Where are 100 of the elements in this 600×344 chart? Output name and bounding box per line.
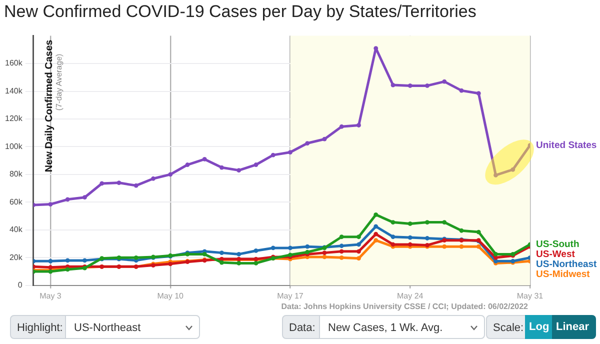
x-tick-label: May 31 xyxy=(516,291,544,300)
series-label: US-Northeast xyxy=(536,259,598,270)
point xyxy=(48,258,53,264)
point xyxy=(220,165,224,170)
y-tick-label: 80k xyxy=(9,170,24,179)
point xyxy=(65,258,70,263)
point xyxy=(134,183,138,188)
point xyxy=(202,157,207,162)
point xyxy=(270,152,276,158)
point xyxy=(442,220,447,225)
point xyxy=(339,244,344,248)
chart-title: New Confirmed COVID-19 Cases per Day by States/Territories xyxy=(4,2,476,22)
point xyxy=(374,238,378,243)
point xyxy=(442,79,447,84)
y-tick-label: 40k xyxy=(9,225,24,234)
point xyxy=(356,249,361,254)
point xyxy=(134,255,138,260)
point xyxy=(236,252,242,256)
point xyxy=(168,172,173,177)
point xyxy=(476,91,481,96)
data-dropdown: New Cases, 1 Wk. Avg. xyxy=(319,315,485,339)
point xyxy=(254,248,258,253)
point xyxy=(459,228,464,233)
point xyxy=(322,250,327,256)
point xyxy=(494,172,498,178)
point xyxy=(65,197,70,202)
point xyxy=(374,46,378,50)
y-tick-label: 100k xyxy=(4,142,24,151)
point xyxy=(339,249,344,254)
point xyxy=(408,221,412,226)
point xyxy=(494,252,498,256)
point xyxy=(390,234,396,240)
point xyxy=(220,260,224,265)
point xyxy=(339,255,344,260)
point xyxy=(288,150,292,154)
point xyxy=(356,256,361,261)
point xyxy=(476,244,481,249)
highlight-dropdown: US-Northeast xyxy=(65,315,200,339)
y-tick-label: 60k xyxy=(9,197,24,206)
log-button: Log xyxy=(525,315,553,339)
point xyxy=(236,168,242,173)
scale-label: Scale: xyxy=(486,315,526,339)
point xyxy=(356,123,361,128)
point xyxy=(305,141,310,146)
point xyxy=(459,88,464,93)
linear-button: Linear xyxy=(552,315,596,339)
point xyxy=(236,261,242,266)
y-axis-title: New Daily Confirmed Cases (7-day Average) xyxy=(44,39,64,172)
point xyxy=(185,162,190,167)
point xyxy=(356,234,361,240)
point xyxy=(151,176,156,181)
point xyxy=(459,244,464,249)
y-tick-label: 140k xyxy=(4,86,24,96)
point xyxy=(442,244,447,249)
point xyxy=(48,202,53,206)
point xyxy=(510,167,516,172)
point xyxy=(82,258,87,263)
point xyxy=(425,236,430,240)
text: Data: Johns Hopkins University CSSE / CCI; Updated: 06/02/2022 xyxy=(281,302,528,311)
point xyxy=(390,220,396,225)
point xyxy=(82,195,87,200)
point xyxy=(425,84,430,88)
point xyxy=(322,254,327,260)
point xyxy=(220,250,224,256)
point xyxy=(254,261,258,266)
x-tick-label: May 3 xyxy=(40,291,62,300)
series-label: US-West xyxy=(536,249,576,260)
point xyxy=(390,82,396,88)
point xyxy=(322,136,327,142)
y-tick-label: 160k xyxy=(4,58,24,68)
point xyxy=(425,220,430,225)
point xyxy=(339,124,344,129)
y-tick-label: 120k xyxy=(4,114,24,124)
point xyxy=(116,180,122,185)
x-tick-label: May 10 xyxy=(157,291,184,300)
series-label: United States xyxy=(536,140,597,151)
y-tick-label: 20k xyxy=(9,252,24,262)
point xyxy=(288,246,292,250)
point xyxy=(339,234,344,240)
data-label: Data: xyxy=(282,315,320,339)
series-label: US-South xyxy=(536,239,580,250)
point xyxy=(305,250,310,254)
x-tick-label: May 24 xyxy=(397,291,424,300)
point xyxy=(305,244,310,249)
point xyxy=(100,181,104,186)
point xyxy=(374,224,378,229)
highlight-label: Highlight: xyxy=(10,315,66,339)
point xyxy=(476,230,481,234)
point xyxy=(356,242,361,247)
y-tick-label: 0 xyxy=(18,280,23,290)
series-label: US-Midwest xyxy=(536,269,591,280)
point xyxy=(254,162,258,167)
point xyxy=(408,235,412,240)
point xyxy=(408,84,412,88)
point xyxy=(270,246,276,250)
point xyxy=(374,212,378,217)
point xyxy=(202,252,207,256)
point xyxy=(374,232,378,236)
x-tick-label: May 17 xyxy=(277,291,304,300)
point xyxy=(48,265,53,270)
